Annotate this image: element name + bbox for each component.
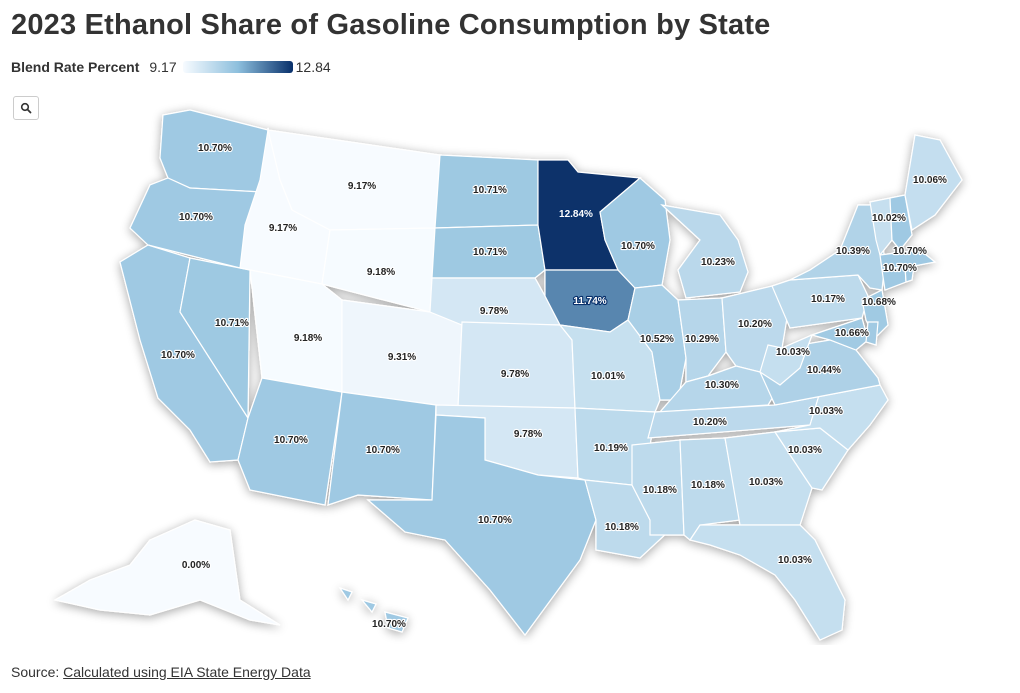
- state-tx[interactable]: [366, 414, 597, 636]
- state-label-ut: 9.18%: [294, 333, 322, 344]
- state-label-ms: 10.18%: [643, 485, 677, 496]
- legend-color-bar: [182, 61, 293, 73]
- state-label-nd: 10.71%: [473, 185, 507, 196]
- state-label-or: 10.70%: [179, 212, 213, 223]
- state-label-al: 10.18%: [691, 480, 725, 491]
- state-label-in: 10.29%: [685, 334, 719, 345]
- state-vt[interactable]: [869, 197, 893, 257]
- state-label-md: 10.66%: [835, 328, 869, 339]
- state-ks[interactable]: [457, 321, 576, 409]
- state-label-mt: 9.17%: [348, 181, 376, 192]
- state-label-ny: 10.39%: [836, 246, 870, 257]
- legend-max: 12.84: [295, 59, 331, 75]
- state-label-tx: 10.70%: [478, 515, 512, 526]
- state-wi[interactable]: [599, 177, 671, 289]
- search-icon: [20, 102, 32, 114]
- state-md[interactable]: [809, 317, 869, 351]
- state-nc[interactable]: [774, 384, 889, 451]
- state-label-ma: 10.70%: [883, 263, 917, 274]
- state-label-co: 9.31%: [388, 352, 416, 363]
- state-nm[interactable]: [327, 391, 437, 506]
- state-label-ok: 9.78%: [514, 429, 542, 440]
- state-label-oh: 10.20%: [738, 319, 772, 330]
- state-label-mi: 10.23%: [701, 257, 735, 268]
- state-label-pa: 10.17%: [811, 294, 845, 305]
- state-mi[interactable]: [660, 204, 749, 299]
- state-label-la: 10.18%: [605, 522, 639, 533]
- state-label-id: 9.17%: [269, 223, 297, 234]
- state-label-wy: 9.18%: [367, 267, 395, 278]
- state-nh[interactable]: [889, 194, 913, 251]
- state-label-ks: 9.78%: [501, 369, 529, 380]
- state-ne[interactable]: [429, 277, 561, 326]
- legend: Blend Rate Percent 9.17 12.84: [11, 59, 331, 75]
- source-note: Source: Calculated using EIA State Energ…: [11, 664, 311, 680]
- state-label-wa: 10.70%: [198, 143, 232, 154]
- state-de[interactable]: [865, 321, 879, 346]
- state-label-ar: 10.19%: [594, 443, 628, 454]
- state-ut[interactable]: [249, 269, 343, 393]
- state-sd[interactable]: [431, 224, 546, 279]
- state-label-tn: 10.20%: [693, 417, 727, 428]
- state-me[interactable]: [904, 134, 963, 231]
- zoom-button[interactable]: [13, 96, 39, 120]
- state-label-ga: 10.03%: [749, 477, 783, 488]
- state-nj[interactable]: [861, 289, 889, 340]
- legend-title: Blend Rate Percent: [11, 59, 140, 75]
- state-label-nv: 10.71%: [215, 318, 249, 329]
- state-label-fl: 10.03%: [778, 555, 812, 566]
- map-title: 2023 Ethanol Share of Gasoline Consumpti…: [11, 9, 771, 41]
- state-label-vt: 10.02%: [872, 213, 906, 224]
- state-label-nh: 10.70%: [893, 246, 927, 257]
- state-label-nj: 10.68%: [862, 297, 896, 308]
- state-fl[interactable]: [689, 524, 846, 641]
- state-label-wv: 10.03%: [776, 347, 810, 358]
- state-label-az: 10.70%: [274, 435, 308, 446]
- state-ak[interactable]: [53, 519, 281, 626]
- state-ma[interactable]: [879, 249, 937, 271]
- source-prefix: Source:: [11, 664, 60, 680]
- state-label-ia: 11.74%: [573, 296, 606, 307]
- state-label-ak: 0.00%: [182, 560, 210, 571]
- state-label-mn: 12.84%: [559, 209, 593, 220]
- state-label-sc: 10.03%: [788, 445, 822, 456]
- state-hi[interactable]: [338, 586, 409, 633]
- state-label-sd: 10.71%: [473, 247, 507, 258]
- state-label-me: 10.06%: [913, 175, 947, 186]
- state-label-ky: 10.30%: [705, 380, 739, 391]
- state-ri[interactable]: [904, 265, 915, 283]
- state-label-wi: 10.70%: [621, 241, 655, 252]
- choropleth-map: 10.70% 10.70% 10.70% 10.71% 9.17% 9.17% 9.18% 9…: [53, 109, 963, 641]
- state-label-il: 10.52%: [640, 334, 674, 345]
- state-label-ne: 9.78%: [480, 306, 508, 317]
- state-label-mo: 10.01%: [591, 371, 625, 382]
- state-label-nc: 10.03%: [809, 406, 843, 417]
- state-label-nm: 10.70%: [366, 445, 400, 456]
- legend-min: 9.17: [149, 59, 177, 75]
- source-link[interactable]: Calculated using EIA State Energy Data: [63, 664, 311, 680]
- state-label-ca: 10.70%: [161, 350, 195, 361]
- state-label-va: 10.44%: [807, 365, 841, 376]
- state-label-hi: 10.70%: [372, 619, 406, 630]
